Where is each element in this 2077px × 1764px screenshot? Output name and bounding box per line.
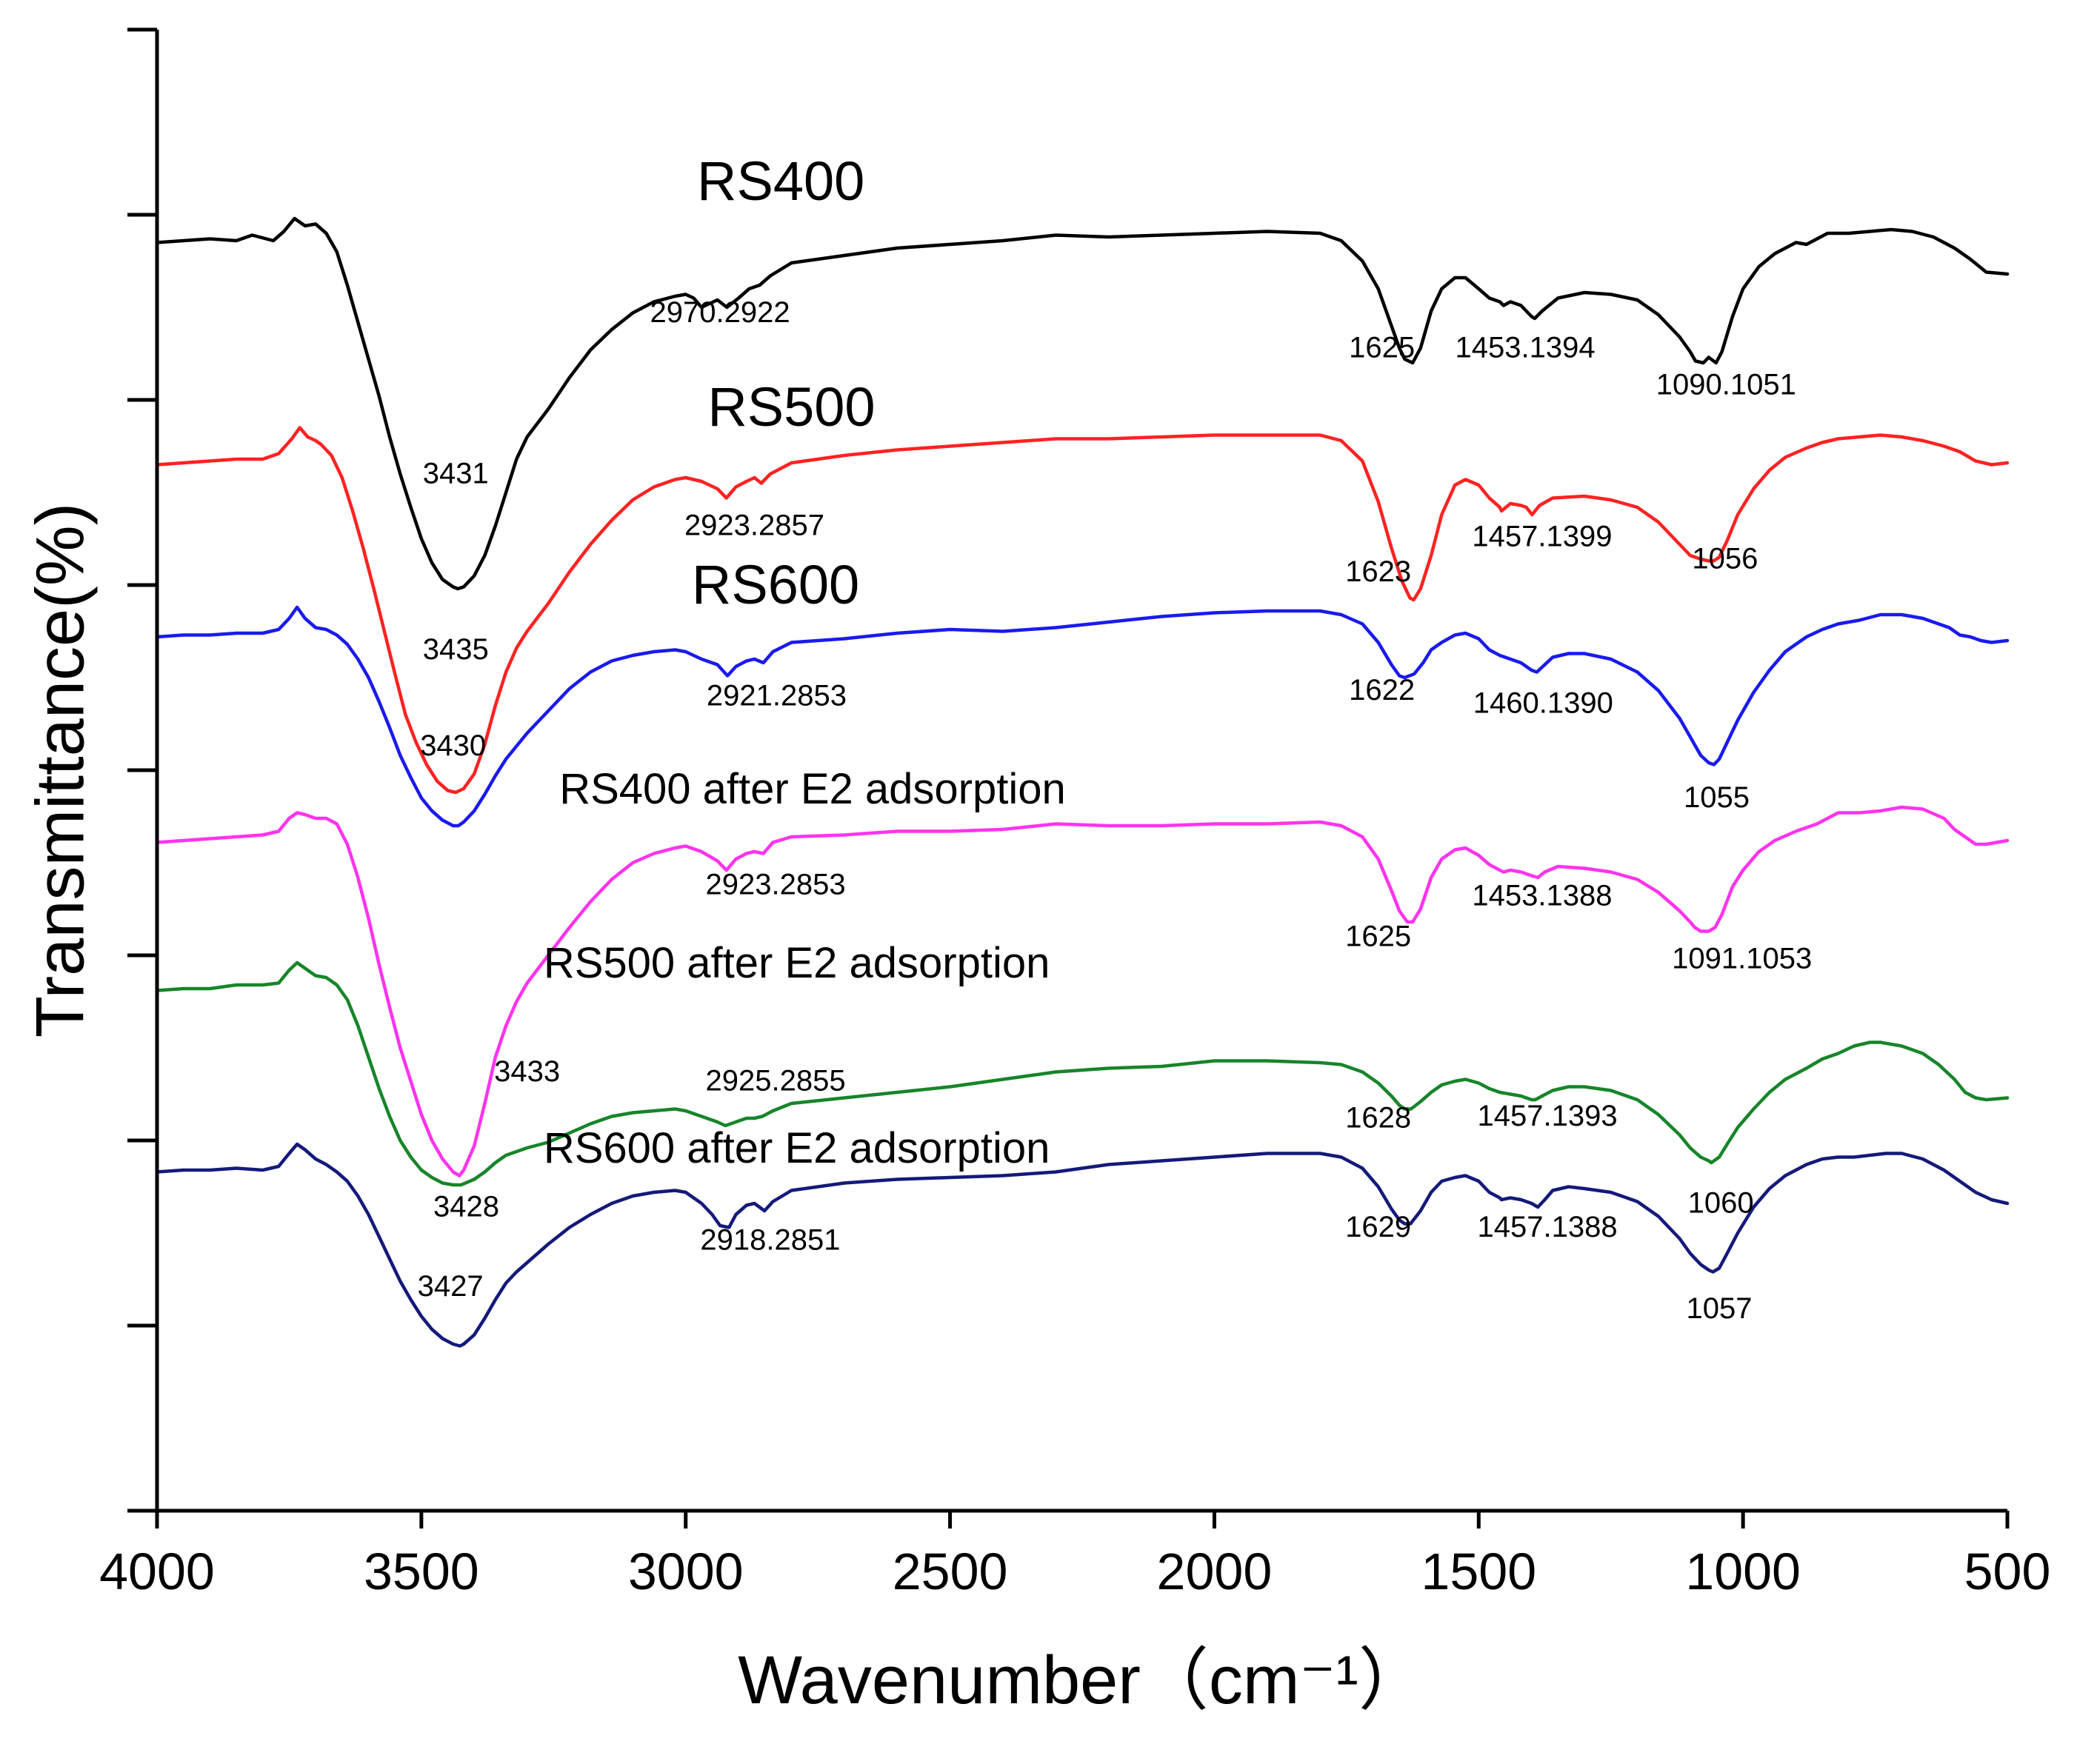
peak-label: 2918.2851: [700, 1224, 840, 1257]
peak-label: 3430: [420, 729, 486, 762]
peak-label: 3428: [433, 1191, 499, 1223]
series-label-rs600: RS600: [692, 554, 859, 615]
x-tick-label: 2500: [893, 1543, 1008, 1600]
peak-label: 3435: [423, 633, 489, 666]
series-line-rs600: [155, 605, 2010, 828]
peak-label: 1057: [1687, 1292, 1753, 1325]
peak-label: 1060: [1688, 1187, 1754, 1220]
y-ticks: [127, 27, 157, 1513]
x-tick-label: 500: [1964, 1543, 2051, 1600]
peak-label: 1091.1053: [1672, 943, 1812, 975]
peak-label: 3433: [494, 1055, 560, 1088]
series-line-rs400: [155, 216, 2010, 591]
peak-label: 1457.1399: [1472, 521, 1612, 553]
peak-label: 1453.1388: [1472, 880, 1612, 912]
series-label-rs400-after-e2-adsorption: RS400 after E2 adsorption: [559, 765, 1066, 813]
peak-label: 1457.1388: [1478, 1211, 1618, 1243]
peak-label: 1055: [1684, 781, 1750, 814]
peak-label: 1460.1390: [1473, 687, 1613, 720]
peak-label: 2970.2922: [650, 296, 790, 329]
labels-layer: RS400 RS500 RS600 RS400 after E2 adsorption…: [418, 150, 1813, 1325]
x-tick-label: 4000: [99, 1543, 215, 1600]
peak-label: 2921.2853: [707, 680, 847, 712]
x-tick-label: 3500: [364, 1543, 479, 1600]
series-layer: [155, 216, 2010, 1348]
x-tick-label: 2000: [1157, 1543, 1273, 1600]
peak-label: 3431: [423, 458, 489, 490]
axes-layer: 4000 3500 3000 2500 2000 1500 1000 500: [99, 27, 2050, 1600]
series-label-rs600-after-e2-adsorption: RS600 after E2 adsorption: [544, 1124, 1050, 1172]
peak-label: 1629: [1345, 1211, 1411, 1243]
peak-label: 1453.1394: [1456, 332, 1596, 364]
peak-label: 1625: [1349, 332, 1415, 364]
peak-label: 1090.1051: [1656, 369, 1796, 401]
series-label-rs400: RS400: [697, 150, 864, 212]
peak-label: 2925.2855: [705, 1065, 845, 1098]
series-line-rs500-after-e2-adsorption: [155, 960, 2010, 1187]
peak-label: 1622: [1349, 674, 1415, 706]
series-label-rs500-after-e2-adsorption: RS500 after E2 adsorption: [544, 939, 1050, 987]
peak-label: 3427: [418, 1270, 484, 1303]
peak-label: 1457.1393: [1478, 1100, 1618, 1132]
x-tick-label: 1000: [1685, 1543, 1801, 1600]
series-line-rs600-after-e2-adsorption: [155, 1142, 2010, 1348]
x-ticks: 4000 3500 3000 2500 2000 1500 1000 500: [99, 1511, 2050, 1600]
x-tick-label: 1500: [1421, 1543, 1536, 1600]
y-axis-title: Transmittance(%): [22, 503, 98, 1038]
series-label-rs500: RS500: [707, 376, 875, 438]
x-axis-title: Wavenumber（cm⁻¹）: [738, 1643, 1427, 1718]
peak-label: 1623: [1345, 555, 1411, 588]
peak-label: 1628: [1345, 1102, 1411, 1135]
peak-label: 1056: [1692, 543, 1758, 575]
peak-label: 2923.2853: [705, 869, 845, 901]
series-line-rs500: [155, 426, 2010, 795]
peak-label: 2923.2857: [684, 510, 824, 542]
peak-label: 1625: [1345, 921, 1411, 953]
x-tick-label: 3000: [628, 1543, 744, 1600]
series-line-rs400-after-e2-adsorption: [155, 805, 2010, 1177]
